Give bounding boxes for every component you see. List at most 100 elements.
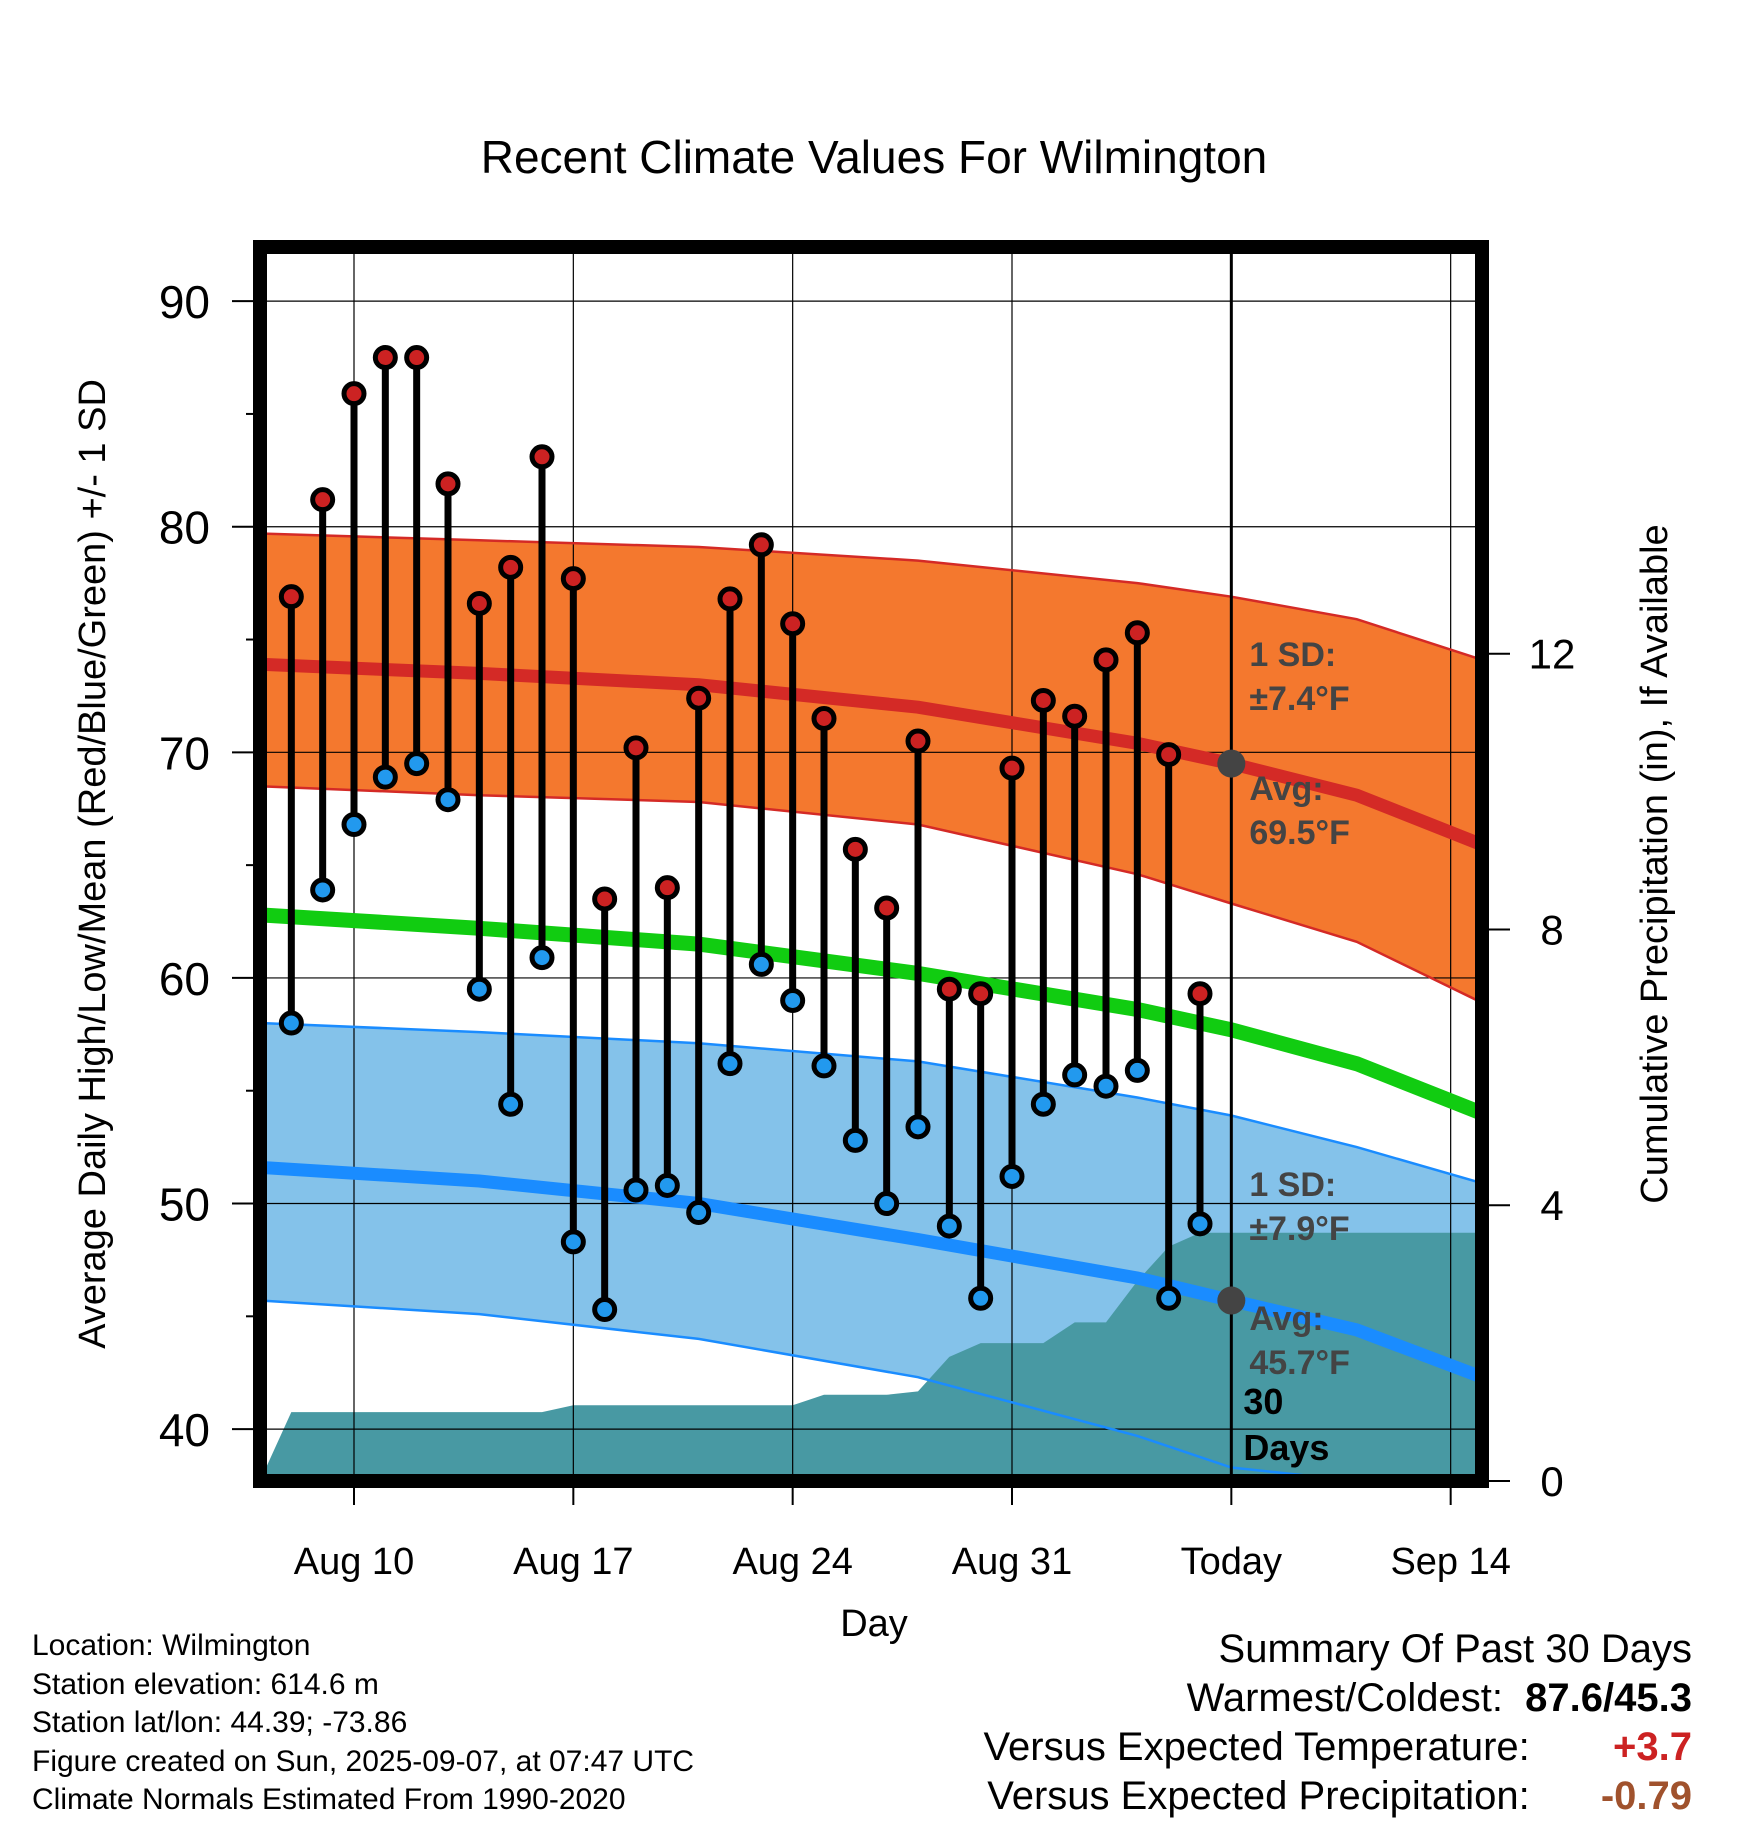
daily-low-marker <box>686 1200 712 1226</box>
daily-high-marker <box>341 381 367 407</box>
daily-low-marker <box>1030 1091 1056 1117</box>
daily-high-marker <box>278 584 304 610</box>
summary-warmest-value: 87.6/45.3 <box>1525 1676 1692 1720</box>
summary-temp-label: Versus Expected Temperature: <box>983 1725 1530 1769</box>
plot-area <box>260 247 1482 1481</box>
x-tick-label: Today <box>1181 1541 1282 1583</box>
daily-high-marker <box>936 976 962 1002</box>
daily-low-marker <box>1187 1211 1213 1237</box>
summary-precip-row: Versus Expected Precipitation: -0.79 <box>984 1772 1692 1821</box>
daily-low-marker <box>278 1010 304 1036</box>
chart-title: Recent Climate Values For Wilmington <box>481 131 1268 183</box>
daily-high-marker <box>560 566 586 592</box>
daily-low-marker <box>466 976 492 1002</box>
x-tick-label: Aug 31 <box>952 1541 1072 1583</box>
daily-low-marker <box>623 1177 649 1203</box>
daily-high-marker <box>905 728 931 754</box>
days-annotation: Days <box>1243 1427 1329 1468</box>
x-tick-label: Aug 10 <box>294 1541 414 1583</box>
daily-high-marker <box>842 836 868 862</box>
created-text: Figure created on Sun, 2025-09-07, at 07… <box>32 1744 695 1778</box>
y-axis-label-right: Cumulative Precipitation (in), If Availa… <box>1634 524 1676 1203</box>
daily-high-marker <box>811 705 837 731</box>
daily-low-marker <box>1124 1057 1150 1083</box>
daily-high-marker <box>748 532 774 558</box>
y-tick-label-left: 40 <box>159 1404 210 1456</box>
low-avg-annotation: Avg: <box>1249 1300 1323 1338</box>
daily-low-marker <box>560 1229 586 1255</box>
daily-low-marker <box>874 1191 900 1217</box>
low-sd-annotation: 1 SD: <box>1249 1166 1336 1204</box>
high-sd-annotation: 1 SD: <box>1249 636 1336 674</box>
daily-low-marker <box>1093 1073 1119 1099</box>
plot-frame <box>253 240 1489 1488</box>
elevation-text: Station elevation: 614.6 m <box>32 1667 379 1701</box>
daily-low-marker <box>1156 1285 1182 1311</box>
daily-low-marker <box>717 1051 743 1077</box>
daily-low-marker <box>435 787 461 813</box>
summary-temp-value: +3.7 <box>1613 1725 1692 1769</box>
daily-low-marker <box>529 945 555 971</box>
summary-panel: Summary Of Past 30 Days Warmest/Coldest:… <box>984 1625 1692 1821</box>
normals-text: Climate Normals Estimated From 1990-2020 <box>32 1783 626 1816</box>
summary-warmest-row: Warmest/Coldest: 87.6/45.3 <box>984 1674 1692 1723</box>
y-tick-label-right: 0 <box>1540 1458 1563 1505</box>
y-tick-label-left: 90 <box>159 276 210 328</box>
daily-high-marker <box>310 487 336 513</box>
summary-warmest-label: Warmest/Coldest: <box>1186 1676 1503 1720</box>
station-info: Location: Wilmington Station elevation: … <box>32 1627 694 1820</box>
daily-low-marker <box>968 1285 994 1311</box>
daily-low-marker <box>936 1213 962 1239</box>
daily-high-marker <box>1187 981 1213 1007</box>
daily-high-marker <box>1030 687 1056 713</box>
x-tick-label: Aug 17 <box>513 1541 633 1583</box>
high-avg-annotation: 69.5°F <box>1249 814 1350 852</box>
daily-high-marker <box>1124 620 1150 646</box>
daily-high-marker <box>874 895 900 921</box>
latlon-text: Station lat/lon: 44.39; -73.86 <box>32 1706 408 1739</box>
today-high-normal-marker <box>1217 749 1246 778</box>
location-text: Location: Wilmington <box>32 1629 311 1662</box>
high-sd-annotation: ±7.4°F <box>1249 680 1349 718</box>
x-tick-label: Sep 14 <box>1390 1541 1510 1583</box>
daily-low-marker <box>842 1127 868 1153</box>
daily-high-marker <box>654 875 680 901</box>
daily-high-marker <box>466 590 492 616</box>
summary-title: Summary Of Past 30 Days <box>1218 1627 1692 1671</box>
daily-low-marker <box>310 877 336 903</box>
daily-high-marker <box>717 586 743 612</box>
summary-precip-label: Versus Expected Precipitation: <box>987 1774 1530 1818</box>
daily-high-marker <box>498 554 524 580</box>
y-tick-label-left: 80 <box>159 502 210 554</box>
daily-low-marker <box>592 1297 618 1323</box>
daily-high-marker <box>780 611 806 637</box>
high-sd-upper-edge <box>260 532 1482 661</box>
y-tick-label-right: 4 <box>1540 1182 1563 1229</box>
low-sd-annotation: ±7.9°F <box>1249 1210 1349 1248</box>
x-axis-label: Day <box>840 1603 908 1645</box>
y-tick-label-right: 12 <box>1529 631 1576 678</box>
low-sd-upper-edge <box>260 1021 1482 1185</box>
daily-high-marker <box>623 735 649 761</box>
daily-low-marker <box>341 812 367 838</box>
daily-high-marker <box>999 755 1025 781</box>
low-avg-line <box>260 1160 1482 1384</box>
daily-low-marker <box>1062 1062 1088 1088</box>
high-sd-lower-edge <box>260 784 1482 1004</box>
daily-high-marker <box>1093 647 1119 673</box>
daily-high-marker <box>529 444 555 470</box>
daily-high-marker <box>404 345 430 371</box>
y-tick-label-left: 60 <box>159 953 210 1005</box>
daily-high-marker <box>686 685 712 711</box>
daily-high-marker <box>968 981 994 1007</box>
summary-temp-row: Versus Expected Temperature: +3.7 <box>984 1723 1692 1772</box>
today-low-normal-marker <box>1217 1286 1246 1315</box>
daily-low-marker <box>780 987 806 1013</box>
summary-precip-value: -0.79 <box>1600 1774 1692 1818</box>
y-tick-label-left: 70 <box>159 727 210 779</box>
days-annotation: 30 <box>1243 1381 1283 1422</box>
daily-high-marker <box>1156 742 1182 768</box>
y-tick-label-right: 8 <box>1540 906 1563 953</box>
mean-normal-line <box>260 907 1482 1121</box>
